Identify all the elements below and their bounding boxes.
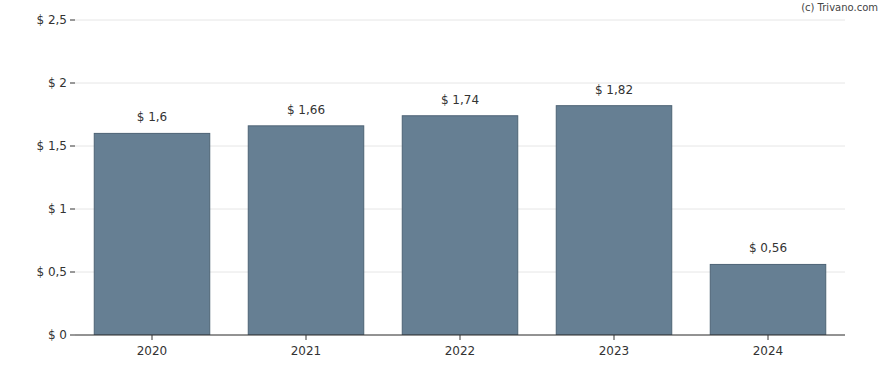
bar: [556, 106, 672, 335]
x-tick: [306, 335, 307, 340]
x-tick-label: 2022: [445, 344, 476, 358]
x-tick: [152, 335, 153, 340]
x-tick-label: 2021: [291, 344, 322, 358]
bar: [248, 126, 364, 335]
y-tick: [70, 272, 75, 273]
chart-container: $ 0 $ 0,5 $ 1 $ 1,5 $ 2 $ 2,5 $ 1,6 2020 $ 1,66 2…: [0, 0, 888, 370]
grid-line: [75, 83, 845, 84]
x-tick-label: 2020: [137, 344, 168, 358]
x-tick: [460, 335, 461, 340]
y-tick: [70, 146, 75, 147]
y-tick: [70, 20, 75, 21]
y-tick-label: $ 2,5: [36, 13, 67, 27]
data-label: $ 1,74: [441, 93, 479, 107]
bars: [94, 106, 826, 335]
y-tick-label: $ 0,5: [36, 265, 67, 279]
x-axis: [75, 335, 845, 336]
y-tick: [70, 335, 75, 336]
x-tick: [614, 335, 615, 340]
data-label: $ 1,6: [137, 110, 168, 124]
data-label: $ 1,82: [595, 83, 633, 97]
y-tick-label: $ 2: [48, 76, 67, 90]
chart-svg: $ 0 $ 0,5 $ 1 $ 1,5 $ 2 $ 2,5 $ 1,6 2020 $ 1,66 2…: [0, 0, 888, 370]
grid-line: [75, 20, 845, 21]
x-tick-label: 2024: [753, 344, 784, 358]
data-label: $ 0,56: [749, 241, 787, 255]
data-label: $ 1,66: [287, 103, 325, 117]
y-tick-label: $ 1,5: [36, 139, 67, 153]
y-tick-label: $ 0: [48, 328, 67, 342]
bar: [402, 116, 518, 335]
bar: [710, 264, 826, 335]
y-tick-label: $ 1: [48, 202, 67, 216]
bar: [94, 133, 210, 335]
annotation: (c) Trivano.com: [801, 2, 878, 13]
x-tick-label: 2023: [599, 344, 630, 358]
y-tick: [70, 209, 75, 210]
x-tick: [768, 335, 769, 340]
grid-line: [75, 335, 845, 336]
y-tick: [70, 83, 75, 84]
